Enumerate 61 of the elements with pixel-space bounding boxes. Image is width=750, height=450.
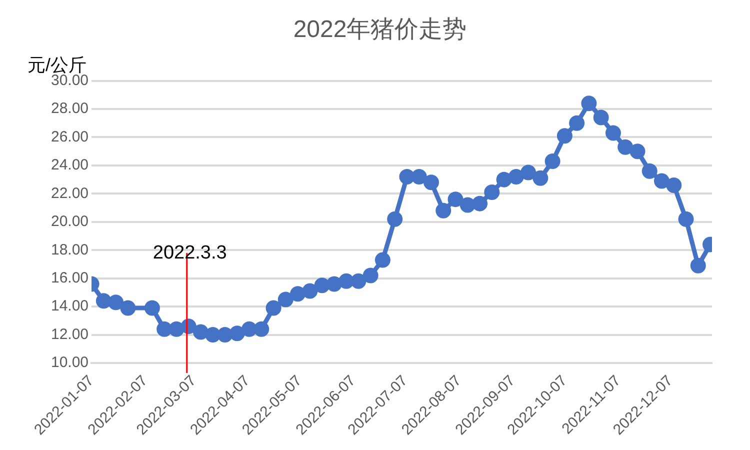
- point: [520, 164, 536, 180]
- point: [678, 211, 694, 227]
- point: [508, 169, 524, 185]
- point: [460, 197, 476, 213]
- y-tick-label: 10.00: [50, 354, 89, 372]
- point: [217, 327, 233, 343]
- point: [290, 286, 306, 302]
- y-axis-title: 元/公斤: [28, 54, 87, 75]
- y-tick-label: 14.00: [50, 298, 89, 315]
- point: [302, 283, 318, 299]
- point: [642, 163, 658, 179]
- point: [205, 327, 221, 343]
- point: [581, 96, 597, 112]
- point: [254, 321, 270, 337]
- point: [436, 202, 452, 218]
- point: [593, 110, 609, 126]
- point: [278, 292, 294, 308]
- point: [556, 128, 572, 144]
- point: [630, 144, 646, 160]
- point: [314, 278, 330, 294]
- point: [96, 293, 112, 309]
- point: [484, 184, 500, 200]
- ref-line-label: 2022.3.3: [152, 242, 227, 264]
- point: [374, 252, 390, 268]
- point: [618, 139, 634, 155]
- point: [168, 321, 184, 337]
- y-tick-label: 18.00: [50, 241, 89, 258]
- point: [666, 177, 682, 193]
- point: [229, 326, 245, 342]
- point: [448, 192, 464, 208]
- chart-title: 2022年猪价走势: [293, 16, 467, 44]
- point: [569, 115, 585, 131]
- y-tick-label: 16.00: [50, 269, 89, 286]
- y-tick-label: 28.00: [50, 100, 89, 118]
- point: [192, 324, 208, 340]
- point: [605, 125, 621, 141]
- point: [108, 294, 124, 310]
- point: [399, 169, 415, 185]
- point: [338, 273, 354, 289]
- point: [326, 276, 342, 292]
- y-tick-label: 12.00: [50, 326, 89, 343]
- point: [532, 170, 548, 186]
- y-tick-label: 20.00: [50, 213, 89, 230]
- y-tick-label: 22.00: [50, 184, 89, 202]
- point: [144, 300, 160, 316]
- point: [242, 321, 257, 337]
- y-tick-label: 24.00: [50, 156, 89, 174]
- point: [690, 258, 706, 274]
- point: [423, 174, 439, 190]
- point: [156, 321, 172, 337]
- point: [544, 153, 560, 169]
- point: [411, 169, 427, 185]
- point: [654, 173, 670, 189]
- point: [120, 300, 136, 316]
- y-tick-label: 26.00: [50, 128, 89, 146]
- point: [496, 172, 512, 188]
- point: [362, 268, 378, 284]
- point: [266, 300, 282, 316]
- point: [387, 211, 403, 227]
- point: [350, 273, 366, 289]
- point: [472, 196, 488, 212]
